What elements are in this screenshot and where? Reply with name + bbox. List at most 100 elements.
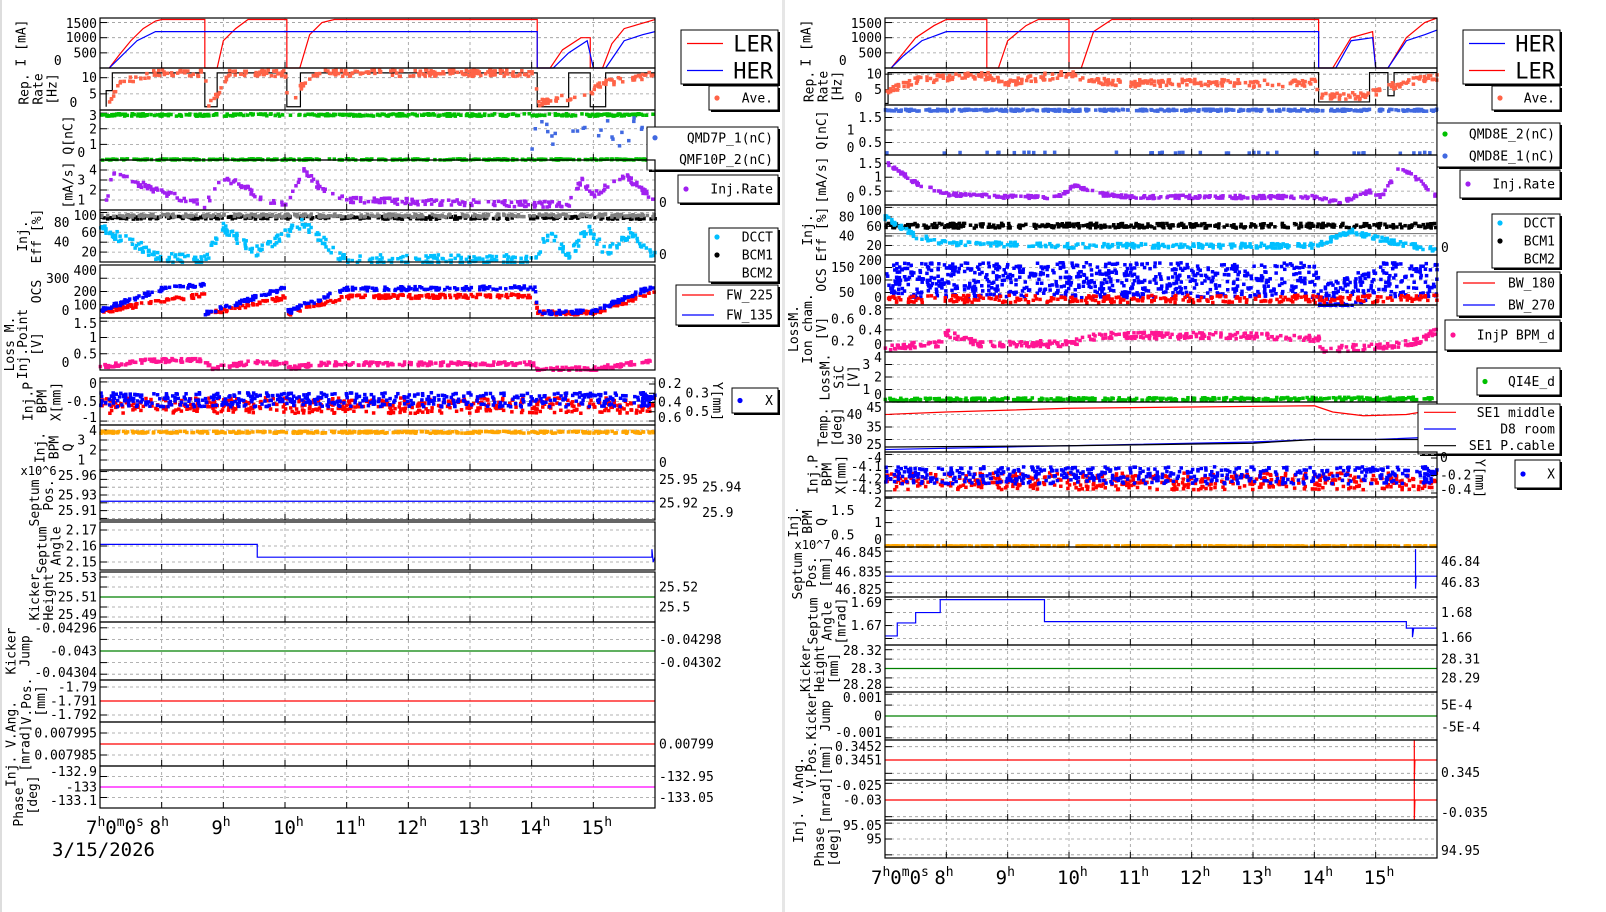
- data-point: [381, 362, 385, 366]
- data-point: [317, 301, 321, 305]
- data-point: [235, 233, 239, 238]
- data-point: [235, 364, 239, 369]
- data-point: [512, 430, 516, 434]
- data-point: [413, 212, 417, 217]
- data-point: [312, 304, 316, 309]
- data-point: [332, 112, 336, 117]
- data-point: [346, 258, 351, 262]
- data-point: [326, 293, 330, 297]
- data-point: [369, 113, 374, 118]
- data-point: [638, 241, 642, 246]
- data-point: [163, 360, 168, 365]
- data-point: [561, 397, 565, 402]
- data-point: [112, 301, 117, 306]
- data-point: [245, 185, 250, 190]
- data-point: [499, 391, 503, 396]
- data-point: [250, 397, 255, 401]
- data-point: [202, 292, 207, 296]
- data-point: [231, 410, 235, 414]
- data-point: [264, 293, 268, 298]
- data-point: [214, 403, 219, 407]
- series-group: [99, 390, 657, 416]
- data-point: [269, 201, 273, 205]
- data-point: [147, 357, 152, 362]
- data-point: [426, 395, 431, 399]
- data-point: [518, 199, 523, 204]
- y-tick-label: 400: [74, 264, 97, 279]
- data-point: [100, 225, 105, 229]
- data-point: [584, 232, 588, 236]
- data-point: [340, 404, 345, 408]
- data-point: [420, 403, 425, 407]
- data-point: [453, 293, 457, 298]
- data-point: [401, 363, 405, 368]
- data-point: [436, 114, 440, 118]
- data-point: [229, 405, 233, 409]
- data-point: [110, 365, 115, 369]
- data-point: [273, 243, 277, 247]
- data-point: [419, 294, 424, 298]
- data-point: [441, 292, 446, 297]
- data-point: [616, 75, 621, 80]
- data-point: [260, 216, 265, 221]
- data-point: [617, 242, 621, 246]
- data-point: [487, 157, 491, 161]
- data-point: [392, 197, 397, 202]
- data-point: [374, 214, 378, 219]
- data-point: [398, 396, 403, 400]
- data-point: [232, 179, 237, 183]
- data-point: [552, 410, 557, 415]
- data-point: [603, 408, 607, 413]
- data-point: [248, 247, 252, 251]
- data-point: [593, 365, 597, 369]
- data-point: [425, 68, 429, 73]
- data-point: [574, 399, 579, 403]
- data-point: [530, 70, 534, 74]
- data-point: [358, 217, 362, 221]
- data-point: [258, 195, 263, 200]
- data-point: [494, 215, 498, 219]
- data-point: [639, 287, 643, 292]
- data-point: [430, 406, 434, 410]
- data-point: [434, 217, 439, 221]
- data-point: [393, 68, 397, 73]
- data-point: [578, 181, 582, 185]
- data-point: [514, 113, 519, 118]
- data-point: [573, 214, 578, 219]
- data-point: [561, 113, 565, 117]
- data-point: [166, 360, 170, 364]
- data-point: [537, 394, 542, 398]
- data-point: [157, 73, 162, 78]
- data-point: [446, 399, 451, 403]
- data-point: [445, 114, 449, 118]
- data-point: [274, 241, 279, 245]
- data-point: [246, 303, 251, 308]
- data-point: [587, 225, 591, 229]
- data-point: [165, 71, 170, 76]
- data-point: [638, 391, 643, 395]
- data-point: [434, 198, 439, 202]
- data-point: [362, 201, 367, 205]
- data-point: [135, 295, 139, 300]
- data-point: [336, 71, 341, 76]
- data-point: [316, 430, 320, 435]
- legend-label: BCM2: [742, 267, 773, 282]
- data-point: [208, 198, 212, 203]
- legend-label: Inj.Rate: [710, 183, 773, 198]
- data-point: [461, 398, 466, 403]
- data-point: [496, 157, 500, 161]
- data-point: [282, 214, 286, 219]
- data-point: [478, 394, 483, 398]
- data-point: [347, 399, 352, 404]
- data-point: [555, 401, 559, 405]
- data-point: [231, 363, 236, 368]
- data-point: [502, 254, 507, 258]
- data-point: [250, 399, 254, 404]
- data-point: [213, 187, 217, 191]
- data-point: [122, 79, 126, 84]
- data-point: [549, 366, 553, 370]
- data-point: [145, 71, 149, 76]
- y-tick-label: 0: [70, 96, 78, 111]
- data-point: [539, 213, 543, 218]
